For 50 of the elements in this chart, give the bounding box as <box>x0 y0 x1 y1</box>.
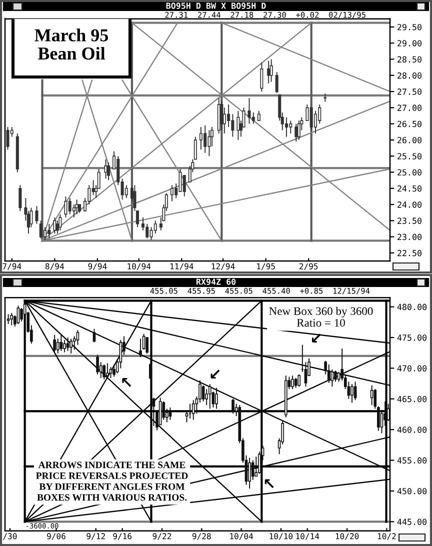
x-tick-label: 10/94 <box>128 263 151 270</box>
y-tick-label: 465.00 <box>397 396 427 402</box>
x-tick-label: 10/10 <box>270 533 293 540</box>
x-tick-label: 2/95 <box>299 263 318 270</box>
y-tick-label: 28.50 <box>398 56 422 63</box>
chart-subtitle: RX94Z 60 <box>196 278 236 285</box>
x-tick-label: 10/2 <box>378 533 396 540</box>
y-tick-label: 470.00 <box>397 365 427 372</box>
x-tick-label: 9/12 <box>86 533 105 540</box>
y-tick-label: 450.00 <box>397 488 427 494</box>
annotation: ↖ <box>122 378 132 387</box>
y-tick-label: 27.50 <box>398 88 422 95</box>
y-tick-label: 26.00 <box>398 136 422 144</box>
x-tick-label: /30 <box>3 533 17 540</box>
y-tick-label: 23.50 <box>398 218 422 224</box>
x-tick-label: 10/14 <box>296 533 320 540</box>
y-tick-label: 27.00 <box>398 104 422 111</box>
y-tick-label: 445.00 <box>397 518 427 525</box>
y-tick-label: 24.00 <box>398 202 422 208</box>
y-tick-label: 480.00 <box>397 304 427 310</box>
x-tick-label: 9/94 <box>88 263 107 270</box>
x-tick-label: 9/06 <box>47 533 66 540</box>
x-tick-label: 9/16 <box>113 533 132 540</box>
annotation: ↙ <box>210 370 220 379</box>
x-tick-label: 8/94 <box>45 263 64 270</box>
x-tick-label: 9/22 <box>152 533 171 540</box>
y-tick-label: 23.00 <box>398 234 422 240</box>
x-tick-label: 11/94 <box>170 263 194 270</box>
y-tick-label: 460.00 <box>397 426 427 433</box>
y-tick-label: 25.00 <box>398 169 422 176</box>
x-tick-label: 9/28 <box>192 533 211 540</box>
y-tick-label: 28.00 <box>398 72 422 79</box>
y-tick-label: 29.50 <box>398 24 422 30</box>
annotation: ARROWS INDICATE THE SAME PRICE REVERSALS PROJECTED BY DIFFERENT ANGLES FROM BOXES WITH VARIOUS RATIOS. <box>36 462 188 501</box>
x-tick-label: 1/95 <box>257 263 275 270</box>
y-tick-label: 29.00 <box>398 40 422 46</box>
text: March 95 Bean Oil <box>34 28 108 60</box>
annotation: ↖ <box>264 479 274 488</box>
x-tick-label: 10/20 <box>336 533 359 540</box>
y-tick-label: 475.00 <box>397 334 427 341</box>
y-tick-label: 24.50 <box>398 185 422 192</box>
text: New Box 360 by 3600 Ratio = 10 <box>269 306 373 327</box>
chart-subtitle: BO95H D BW X BO95H D <box>166 2 266 9</box>
y-tick-label: 455.00 <box>397 457 427 464</box>
y-tick-label: 25.50 <box>398 153 422 160</box>
y-tick-label: 26.50 <box>398 120 422 128</box>
y-tick-label: 22.50 <box>398 250 422 256</box>
x-tick-label: 12/94 <box>212 263 235 270</box>
x-tick-label: 7/94 <box>2 263 22 270</box>
x-tick-label: 10/04 <box>230 533 254 540</box>
